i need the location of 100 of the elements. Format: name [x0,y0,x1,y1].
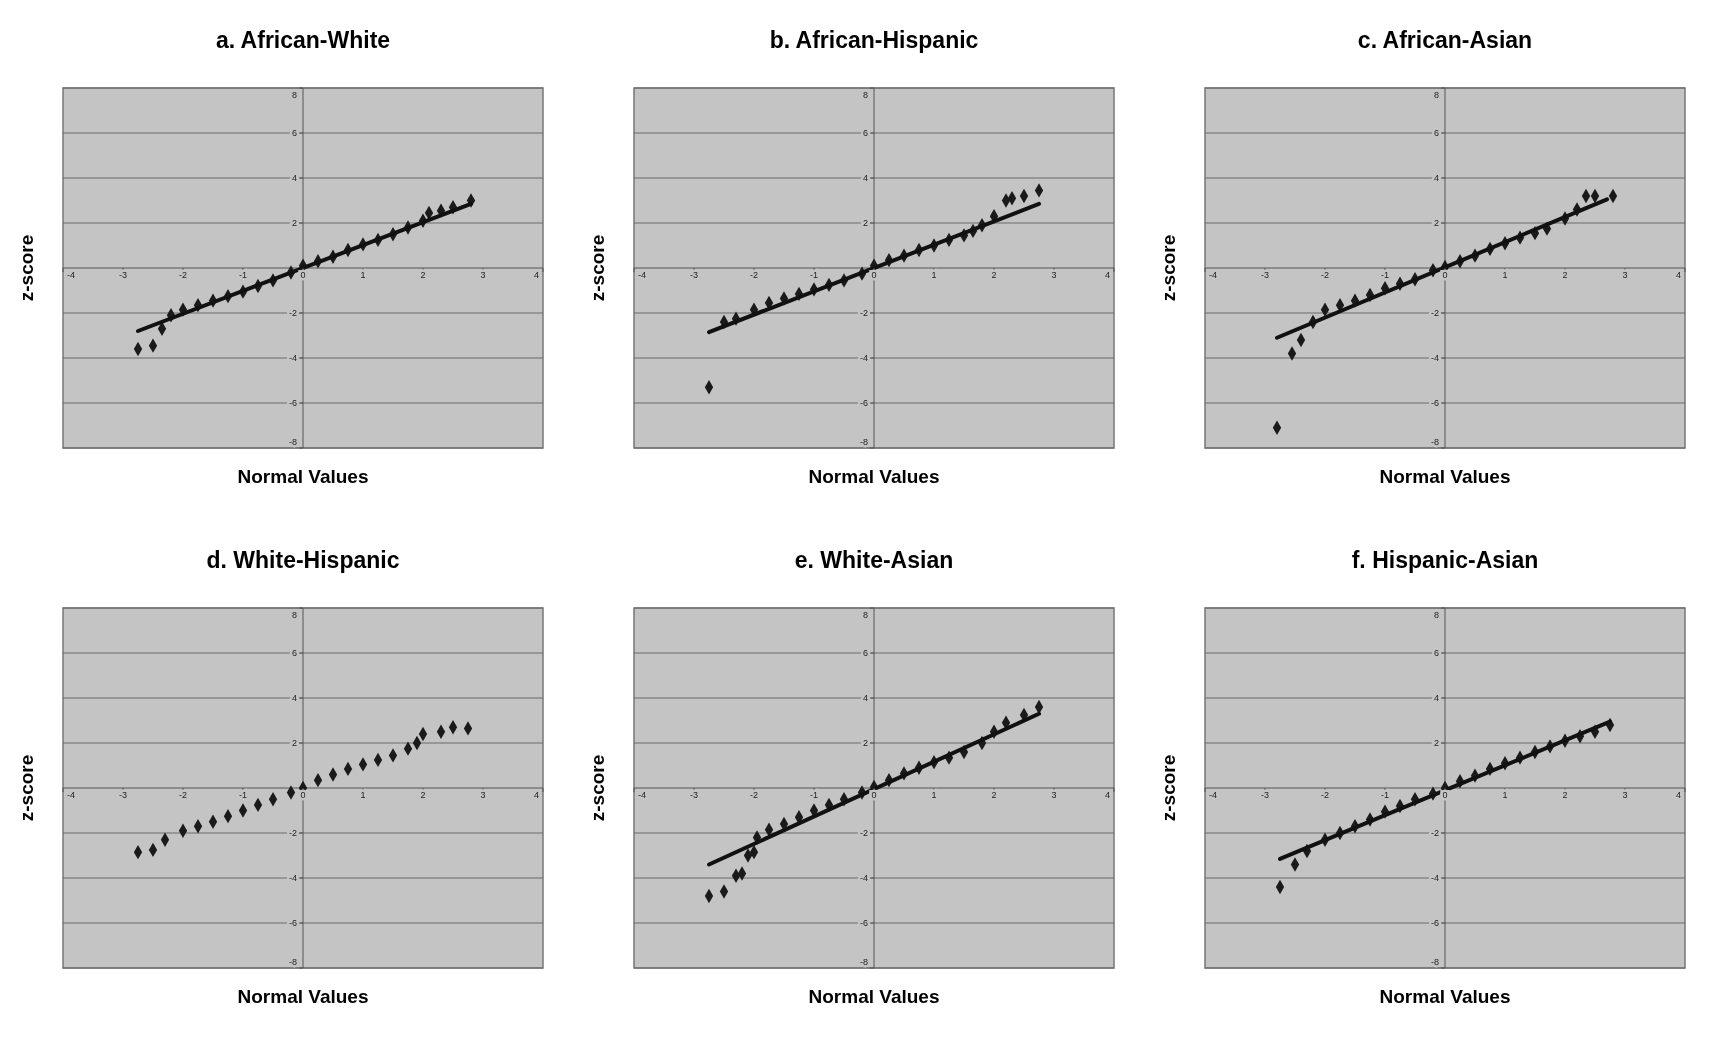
y-tick-label: -6 [288,918,297,928]
y-tick-label: -6 [1430,398,1439,408]
y-tick-label: -8 [1430,957,1439,967]
x-tick-label: -3 [689,270,699,280]
y-tick-label: -4 [1430,353,1439,363]
y-tick-label: -6 [1430,918,1439,928]
y-tick-label: -2 [1430,828,1439,838]
y-tick-label: -4 [288,353,297,363]
chart-title: e. White-Asian [794,547,954,573]
y-tick-label: 6 [291,128,297,138]
y-tick-label: 2 [862,738,868,748]
y-axis-title: z-score [587,234,608,302]
x-tick-label: 4 [1675,270,1681,280]
y-tick-label: -8 [1430,437,1439,447]
chart-title: b. African-Hispanic [769,27,979,53]
y-tick-label: 4 [291,173,297,183]
y-axis-title: z-score [16,234,37,302]
y-tick-label: 6 [862,128,868,138]
y-tick-label: -6 [859,398,868,408]
x-tick-label: 1 [1502,270,1508,280]
y-tick-label: 8 [291,610,297,620]
y-tick-label: 4 [862,693,868,703]
y-tick-label: 6 [862,648,868,658]
y-tick-label: 8 [862,610,868,620]
x-tick-label: -1 [238,790,248,800]
x-tick-label: 2 [420,270,426,280]
chart-title: d. White-Hispanic [206,547,400,573]
x-tick-label: 3 [480,270,486,280]
x-tick-label: -1 [809,790,819,800]
y-tick-label: 6 [1433,648,1439,658]
x-tick-label: 1 [360,270,366,280]
x-tick-label: 4 [1104,270,1110,280]
x-tick-label: -3 [118,270,128,280]
x-tick-label: 2 [991,270,997,280]
y-tick-label: 2 [1433,218,1439,228]
y-tick-label: 6 [291,648,297,658]
x-tick-label: -4 [67,790,76,800]
x-tick-label: -1 [1380,270,1390,280]
x-tick-label: -4 [638,270,647,280]
y-tick-label: 8 [1433,90,1439,100]
y-tick-label: 4 [1433,693,1439,703]
y-tick-label: -8 [859,957,868,967]
x-tick-label: 0 [300,790,306,800]
y-tick-label: -4 [1430,873,1439,883]
x-tick-label: 3 [1051,270,1057,280]
x-tick-label: 2 [1562,790,1568,800]
x-tick-label: -2 [1320,270,1330,280]
x-tick-label: 0 [300,270,306,280]
y-tick-label: -8 [288,957,297,967]
x-tick-label: 0 [871,270,877,280]
x-tick-label: 2 [420,790,426,800]
y-tick-label: -2 [288,828,297,838]
y-tick-label: 2 [291,738,297,748]
x-tick-label: -3 [1260,270,1270,280]
x-tick-label: -2 [749,790,759,800]
x-tick-label: -4 [1209,790,1218,800]
x-tick-label: -3 [1260,790,1270,800]
x-tick-label: 3 [1051,790,1057,800]
x-tick-label: 3 [480,790,486,800]
y-tick-label: -6 [859,918,868,928]
y-tick-label: -4 [859,353,868,363]
x-tick-label: -4 [67,270,76,280]
chart-title: c. African-Asian [1357,27,1533,53]
y-axis-title: z-score [1158,234,1179,302]
x-tick-label: 3 [1622,790,1628,800]
x-axis-title: Normal Values [237,466,369,487]
y-axis-title: z-score [587,754,608,822]
x-tick-label: -2 [1320,790,1330,800]
x-tick-label: -1 [1380,790,1390,800]
y-tick-label: -4 [288,873,297,883]
y-tick-label: -4 [859,873,868,883]
chart-title: a. African-White [215,27,391,53]
x-tick-label: -3 [118,790,128,800]
x-tick-label: 4 [1675,790,1681,800]
chart-title: f. Hispanic-Asian [1351,547,1539,573]
x-tick-label: -1 [238,270,248,280]
y-axis-title: z-score [16,754,37,822]
y-tick-label: 4 [862,173,868,183]
x-tick-label: 1 [931,270,937,280]
x-tick-label: 0 [1442,270,1448,280]
y-tick-label: 2 [291,218,297,228]
y-tick-label: -6 [288,398,297,408]
x-tick-label: -2 [178,790,188,800]
x-axis-title: Normal Values [237,986,369,1007]
x-tick-label: 1 [360,790,366,800]
x-tick-label: 2 [1562,270,1568,280]
x-tick-label: 1 [931,790,937,800]
x-tick-label: 4 [533,790,539,800]
y-tick-label: 2 [862,218,868,228]
y-axis-title: z-score [1158,754,1179,822]
y-tick-label: 8 [291,90,297,100]
x-tick-label: 4 [1104,790,1110,800]
x-tick-label: 0 [871,790,877,800]
y-tick-label: -2 [1430,308,1439,318]
x-axis-title: Normal Values [1379,986,1511,1007]
x-tick-label: 2 [991,790,997,800]
x-tick-label: 0 [1442,790,1448,800]
x-tick-label: 3 [1622,270,1628,280]
x-tick-label: 1 [1502,790,1508,800]
x-tick-label: 4 [533,270,539,280]
